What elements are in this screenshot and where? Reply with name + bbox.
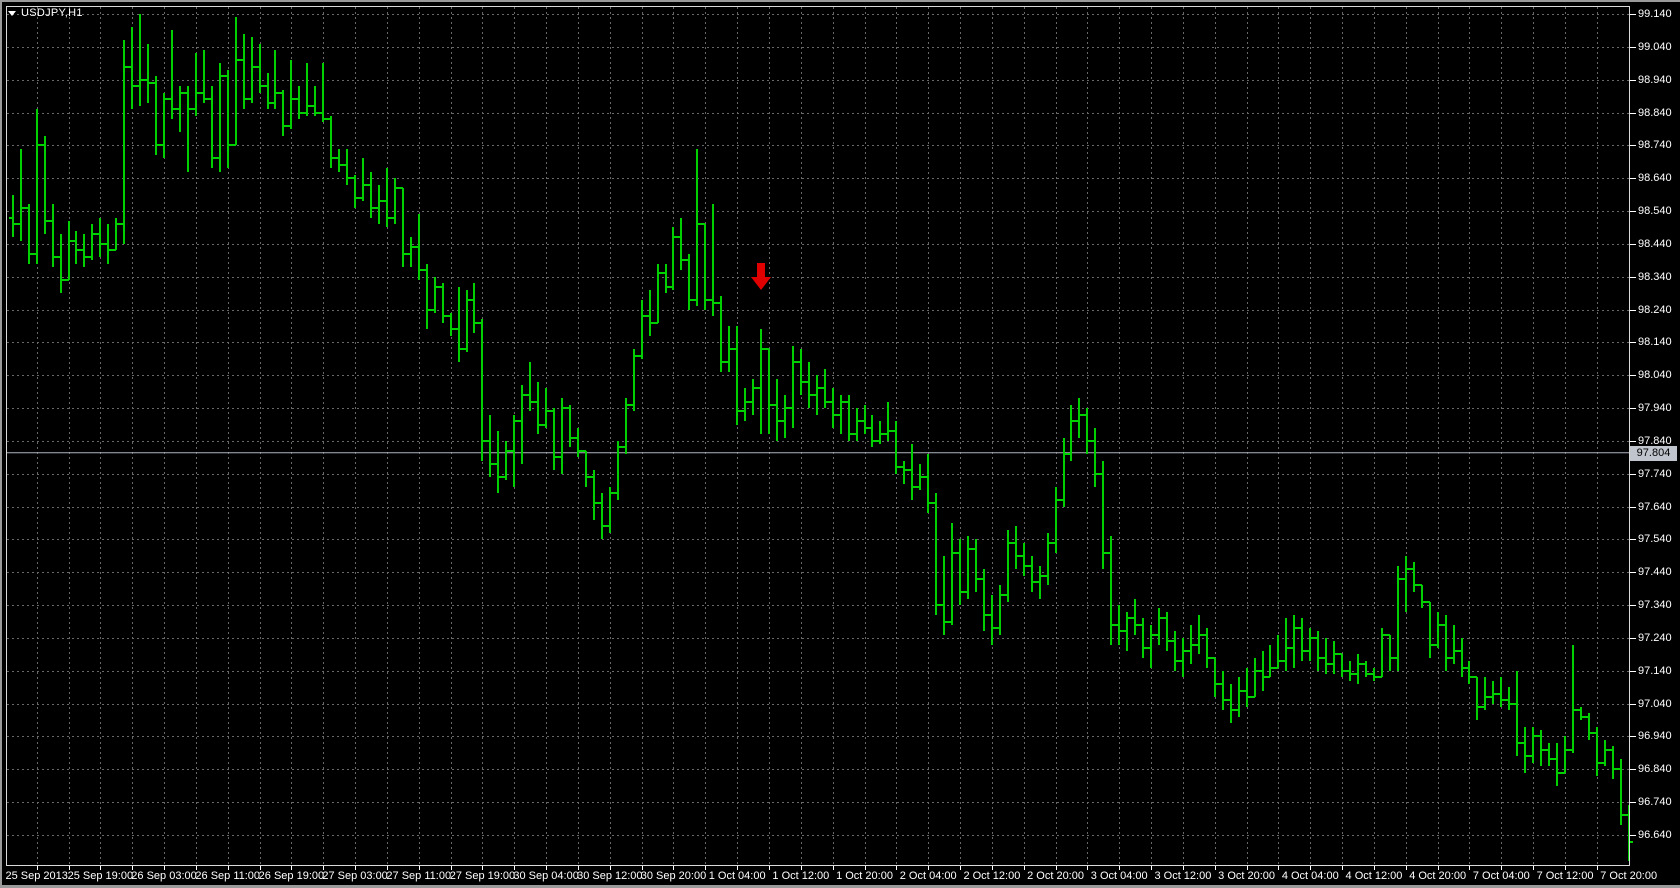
time-axis-label: 7 Oct 12:00 — [1536, 870, 1594, 882]
price-axis-label: 97.540 — [1638, 533, 1672, 545]
price-bars-series — [9, 14, 1633, 861]
price-axis-label: 98.040 — [1638, 369, 1672, 381]
price-axis-label: 99.140 — [1638, 8, 1672, 20]
time-axis-label: 7 Oct 20:00 — [1600, 870, 1658, 882]
time-axis-label: 26 Sep 11:00 — [195, 870, 261, 882]
price-axis-label: 98.140 — [1638, 336, 1672, 348]
price-axis-label: 96.640 — [1638, 829, 1672, 841]
time-axis-label: 3 Oct 20:00 — [1218, 870, 1276, 882]
symbol-label-text: USDJPY,H1 — [21, 7, 83, 19]
time-axis-label: 27 Sep 03:00 — [322, 870, 388, 882]
window-frame-left — [0, 0, 2, 888]
price-axis-label: 97.740 — [1638, 468, 1672, 480]
time-axis-label: 30 Sep 04:00 — [513, 870, 579, 882]
time-axis-label: 4 Oct 04:00 — [1281, 870, 1339, 882]
time-axis-label: 30 Sep 20:00 — [640, 870, 707, 882]
time-axis-label: 3 Oct 04:00 — [1090, 870, 1148, 882]
price-axis-label: 98.840 — [1638, 107, 1672, 119]
time-axis-label: 25 Sep 2013 — [5, 870, 68, 882]
time-axis-label: 25 Sep 19:00 — [67, 870, 134, 882]
time-axis-label: 2 Oct 20:00 — [1027, 870, 1084, 882]
time-axis-label: 1 Oct 20:00 — [836, 870, 893, 882]
time-axis-label: 4 Oct 12:00 — [1345, 870, 1403, 882]
price-axis-label: 98.340 — [1638, 271, 1672, 283]
time-axis-label: 30 Sep 12:00 — [577, 870, 643, 882]
price-axis-label: 98.740 — [1638, 139, 1672, 151]
price-axis-ticks — [1630, 14, 1636, 836]
price-axis[interactable]: 99.140 99.040 98.940 98.840 98.740 98.640 98.5… — [1630, 0, 1680, 866]
time-axis-label: 1 Oct 12:00 — [772, 870, 830, 882]
dropdown-arrow-icon — [8, 11, 16, 16]
time-axis-label: 2 Oct 12:00 — [963, 870, 1021, 882]
price-axis-label: 97.240 — [1638, 632, 1672, 644]
time-axis-ticks — [37, 866, 1598, 870]
price-axis-label: 97.940 — [1638, 402, 1672, 414]
grid-horizontal — [7, 14, 1629, 836]
time-axis-label: 2 Oct 04:00 — [899, 870, 957, 882]
price-axis-label: 99.040 — [1638, 41, 1672, 53]
time-axis-label: 26 Sep 03:00 — [131, 870, 197, 882]
price-axis-label: 96.940 — [1638, 730, 1672, 742]
sell-arrow-icon — [751, 263, 771, 290]
time-axis[interactable]: 25 Sep 2013 25 Sep 19:00 26 Sep 03:00 26 Se… — [0, 866, 1680, 885]
price-axis-label: 98.640 — [1638, 172, 1672, 184]
price-axis-label: 97.140 — [1638, 665, 1672, 677]
price-axis-label: 98.440 — [1638, 238, 1672, 250]
window-frame-bottom — [0, 885, 1680, 888]
plot-border — [6, 6, 1630, 866]
price-axis-label: 97.340 — [1638, 599, 1672, 611]
current-price-badge: 97.804 — [1630, 446, 1677, 461]
price-axis-label: 97.440 — [1638, 566, 1672, 578]
window-frame-top — [0, 0, 1680, 2]
price-axis-label: 97.640 — [1638, 501, 1672, 513]
time-axis-label: 27 Sep 19:00 — [449, 870, 516, 882]
price-axis-label: 97.840 — [1638, 435, 1672, 447]
time-axis-label: 26 Sep 19:00 — [258, 870, 325, 882]
symbol-label: USDJPY,H1 — [8, 7, 83, 19]
time-axis-label: 27 Sep 11:00 — [386, 870, 452, 882]
price-axis-label: 98.940 — [1638, 74, 1672, 86]
price-axis-label: 97.040 — [1638, 698, 1672, 710]
time-axis-label: 3 Oct 12:00 — [1154, 870, 1212, 882]
price-axis-label: 96.740 — [1638, 796, 1672, 808]
time-axis-label: 4 Oct 20:00 — [1409, 870, 1467, 882]
price-axis-label: 96.840 — [1638, 763, 1672, 775]
grid-vertical — [37, 7, 1598, 865]
price-axis-label: 98.240 — [1638, 304, 1672, 316]
time-axis-label: 7 Oct 04:00 — [1472, 870, 1530, 882]
time-axis-label: 1 Oct 04:00 — [708, 870, 766, 882]
price-axis-label: 98.540 — [1638, 205, 1672, 217]
